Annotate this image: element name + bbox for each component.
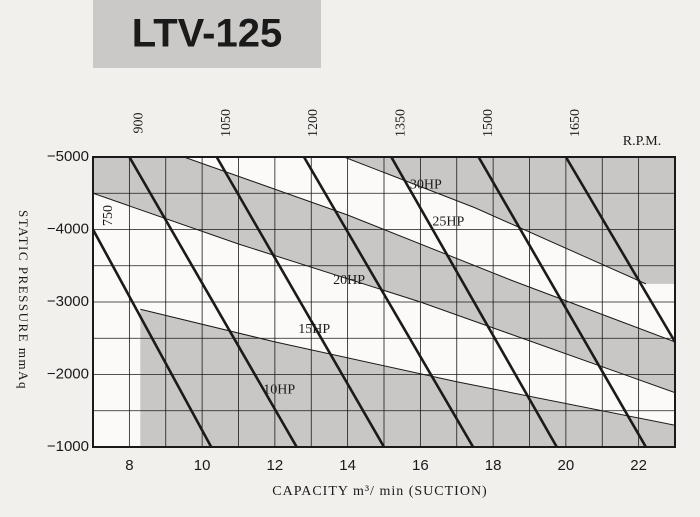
plot-layer xyxy=(93,157,675,447)
x-tick-label: 12 xyxy=(267,457,284,474)
rpm-value-label: 1200 xyxy=(306,109,321,137)
y-tick-label: −2000 xyxy=(47,365,89,382)
plot-frame xyxy=(92,156,676,448)
rpm-line xyxy=(93,228,213,447)
rpm-value-label: 1500 xyxy=(481,109,496,137)
power-curve xyxy=(140,308,675,426)
x-tick-label: 22 xyxy=(630,457,647,474)
rpm-value-label: 750 xyxy=(101,205,116,226)
y-tick-label: −4000 xyxy=(47,220,89,237)
power-label: 25HP xyxy=(432,214,464,229)
x-tick-label: 16 xyxy=(412,457,429,474)
x-tick-label: 10 xyxy=(194,457,211,474)
x-axis-label: CAPACITY m³/ min (SUCTION) xyxy=(272,484,487,499)
y-axis-label: STATIC PRESSURE mmAq xyxy=(16,210,31,390)
rpm-line xyxy=(390,157,558,447)
rpm-line xyxy=(302,157,475,447)
x-tick-label: 18 xyxy=(485,457,502,474)
x-tick-label: 8 xyxy=(125,457,133,474)
y-tick-label: −5000 xyxy=(47,148,89,165)
power-label: 20HP xyxy=(333,273,365,288)
chart-title: LTV-125 xyxy=(132,12,282,56)
rpm-value-label: 1350 xyxy=(393,109,408,137)
rpm-line xyxy=(128,157,298,447)
power-curve xyxy=(343,157,647,285)
power-label: 10HP xyxy=(263,383,295,398)
rpm-label: R.P.M. xyxy=(623,134,662,149)
rpm-line xyxy=(215,157,386,447)
shaded-band xyxy=(140,309,675,447)
rpm-value-label: 1650 xyxy=(568,109,583,137)
power-label: 30HP xyxy=(410,177,442,192)
y-tick-label: −3000 xyxy=(47,293,89,310)
power-curve xyxy=(183,157,675,343)
power-label: 15HP xyxy=(298,322,330,337)
x-tick-label: 20 xyxy=(558,457,575,474)
rpm-value-label: 900 xyxy=(132,113,147,134)
x-tick-label: 14 xyxy=(339,457,356,474)
overlay-layer: 8 10 12 14 16 18 20 22 −5000 −4000 −3000 −2000 −1000… xyxy=(47,109,676,474)
rpm-line xyxy=(477,157,648,447)
title-box xyxy=(93,0,321,68)
rpm-line xyxy=(564,157,675,343)
rpm-value-label: 1050 xyxy=(219,109,234,137)
y-tick-label: −1000 xyxy=(47,438,89,455)
